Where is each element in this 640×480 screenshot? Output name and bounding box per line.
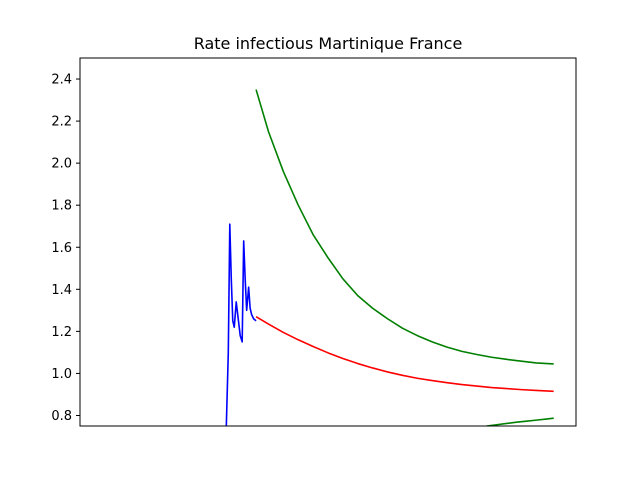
y-tick-label: 1.4 — [51, 283, 72, 298]
y-axis: 0.8 1.0 1.2 1.4 1.6 1.8 2.0 2.2 2.4 — [51, 73, 80, 424]
y-tick-label: 2.4 — [51, 73, 72, 88]
series-line-3 — [255, 89, 554, 365]
y-tick-label: 1.2 — [51, 325, 72, 340]
series-line-4 — [486, 417, 554, 426]
y-tick-label: 1.6 — [51, 241, 72, 256]
series-line-1 — [225, 223, 257, 426]
y-tick-label: 1.8 — [51, 199, 72, 214]
series-line-2 — [255, 315, 554, 393]
plot-area-frame — [79, 57, 577, 427]
y-tick-label: 2.2 — [51, 115, 72, 130]
series-layer — [225, 89, 554, 426]
y-tick-label: 2.0 — [51, 157, 72, 172]
y-tick-label: 1.0 — [51, 367, 72, 382]
chart-title: Rate infectious Martinique France — [194, 34, 463, 53]
y-tick-label: 0.8 — [51, 409, 72, 424]
